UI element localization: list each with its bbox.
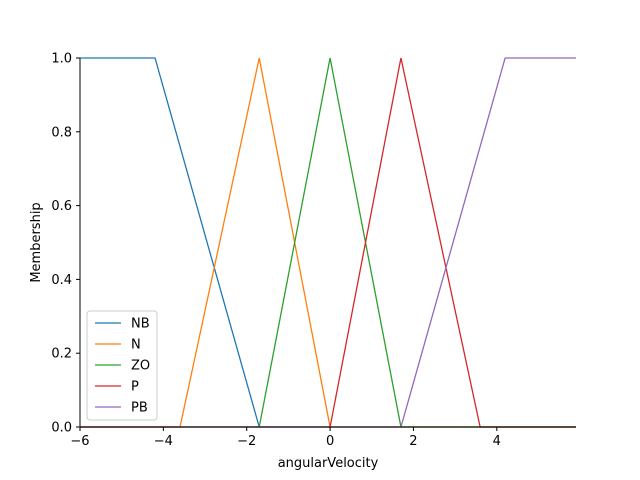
x-tick-label: 0 [326, 434, 334, 449]
y-tick-label: 0.4 [51, 273, 72, 288]
y-tick-label: 0.0 [51, 421, 72, 436]
legend-label-pb: PB [131, 401, 148, 416]
legend-label-zo: ZO [131, 359, 150, 374]
legend-label-n: N [131, 338, 141, 353]
y-tick-label: 0.6 [51, 199, 72, 214]
x-tick-label: 4 [493, 434, 501, 449]
x-tick-label: −4 [154, 434, 173, 449]
legend-label-p: P [131, 380, 139, 395]
y-tick-label: 0.2 [51, 347, 72, 362]
legend: NB N ZO P PB [86, 310, 158, 421]
x-tick-label: −6 [70, 434, 89, 449]
x-tick-label: −2 [237, 434, 256, 449]
x-tick-label: 2 [409, 434, 417, 449]
axes-layer [79, 58, 576, 428]
x-axis-label: angularVelocity [278, 456, 379, 471]
legend-label-nb: NB [131, 317, 150, 332]
y-tick-label: 0.8 [51, 125, 72, 140]
ticks-layer: −6 −4 −2 0 2 4 0.0 0.2 0.4 0.6 0.8 1.0 [51, 52, 501, 450]
y-tick-label: 1.0 [51, 52, 72, 67]
y-axis-label: Membership [29, 202, 44, 282]
legend-box [86, 310, 158, 421]
